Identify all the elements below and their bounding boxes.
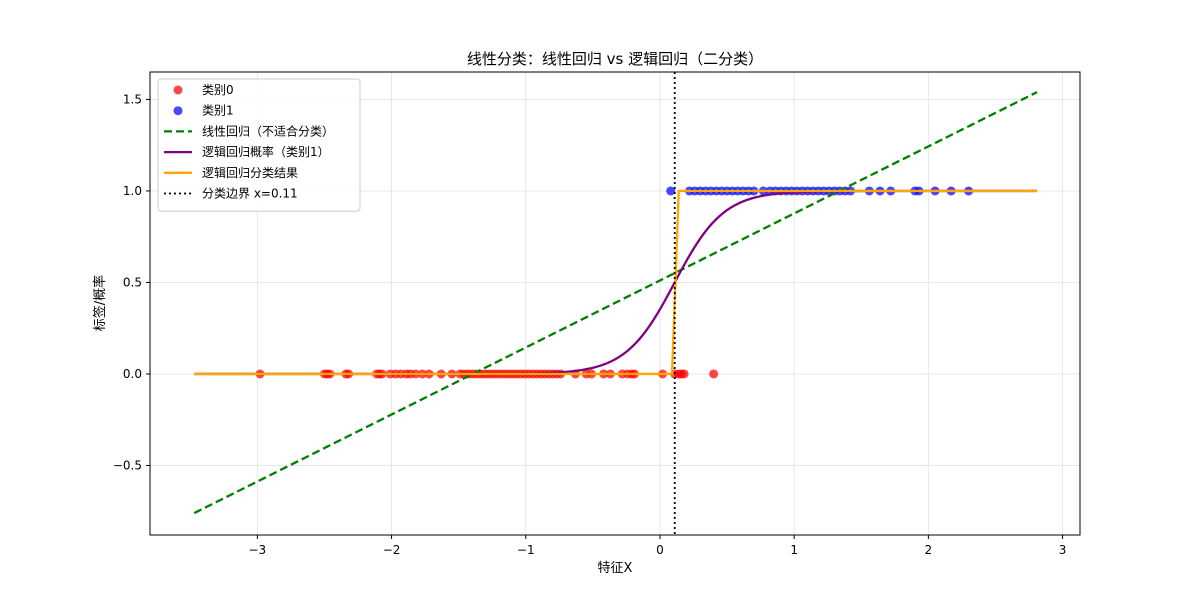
legend-box	[157, 78, 361, 212]
y-tick-label: 1.5	[123, 92, 142, 106]
plot-frame	[149, 71, 1081, 536]
class1-point	[666, 186, 676, 196]
legend-marker	[173, 106, 183, 116]
x-tick-label: 3	[1059, 543, 1067, 557]
x-tick-label: 0	[656, 543, 664, 557]
y-tick-label: 1.0	[123, 184, 142, 198]
y-axis-label: 标签/概率	[92, 275, 108, 331]
legend-layer: 类别0 类别1 线性回归（不适合分类） 逻辑回归概率（类别1） 逻辑回归分类结果分类边界…	[157, 78, 361, 212]
legend-label: 线性回归（不适合分类）	[202, 123, 334, 138]
x-tick-label: −3	[249, 543, 267, 557]
y-tick-label: −0.5	[113, 458, 142, 472]
class0-point	[679, 369, 689, 379]
legend-label: 分类边界 x=0.11	[202, 187, 298, 201]
x-tick-label: 2	[925, 543, 933, 557]
linear-regression-line	[193, 91, 1038, 515]
x-tick-label: −2	[383, 543, 401, 557]
axes-layer: −3 −2 −1 0 1 2 3 −0.5 0.0 0.5 1.0 1.5	[113, 71, 1081, 557]
class0-point	[709, 369, 719, 379]
x-tick-label: 1	[790, 543, 798, 557]
x-tick-label: −1	[517, 543, 535, 557]
legend-label: 类别0	[202, 83, 234, 97]
legend-label: 逻辑回归概率（类别1）	[202, 144, 330, 159]
x-axis-label: 特征X	[598, 561, 633, 576]
y-tick-label: 0.0	[123, 367, 142, 381]
legend-label: 逻辑回归分类结果	[202, 166, 298, 180]
chart-title: 线性分类：线性回归 vs 逻辑回归（二分类）	[467, 50, 763, 68]
y-tick-label: 0.5	[123, 275, 142, 289]
legend-marker	[173, 85, 183, 95]
legend-label: 类别1	[202, 104, 234, 118]
series-layer	[193, 72, 1038, 535]
